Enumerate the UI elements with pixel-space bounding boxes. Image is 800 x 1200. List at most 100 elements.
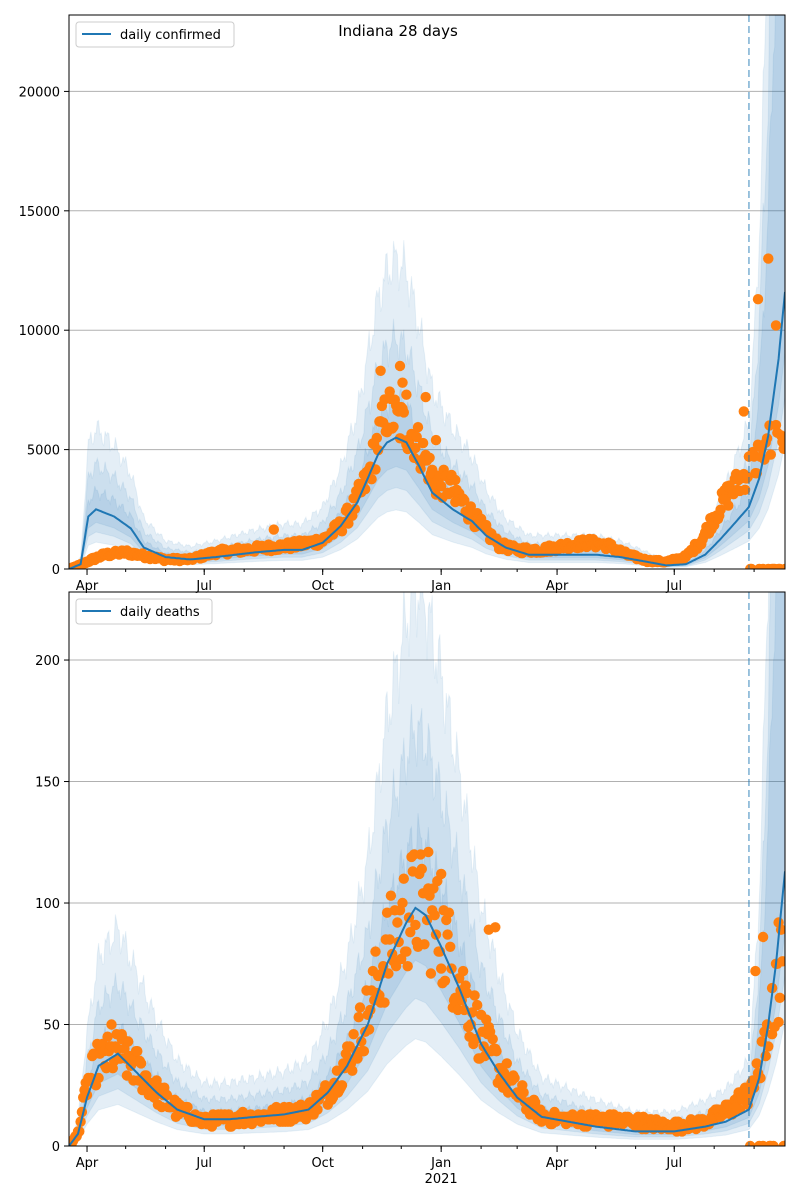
confirmed-legend-label: daily confirmed xyxy=(120,28,221,43)
deaths-observed-point xyxy=(419,939,430,950)
confirmed-x-tick-label: Jan xyxy=(430,579,451,594)
deaths-observed-point xyxy=(405,927,416,938)
confirmed-observed-point xyxy=(397,377,408,388)
deaths-y-axis: 0 50 100 150 200 xyxy=(35,654,69,1155)
confirmed-observed-point xyxy=(778,443,785,454)
deaths-observed-point xyxy=(348,1029,359,1040)
confirmed-axes-frame xyxy=(68,14,786,570)
deaths-observed-point xyxy=(132,1046,143,1057)
confirmed-observed-point xyxy=(763,253,774,264)
confirmed-observed-point xyxy=(723,500,734,511)
deaths-x-tick-label: Jul xyxy=(665,1156,682,1171)
confirmed-observed-point xyxy=(417,437,429,449)
deaths-observed-point xyxy=(347,1065,358,1076)
confirmed-y-tick-label: 5000 xyxy=(27,444,60,459)
deaths-y-tick-label: 200 xyxy=(35,654,60,669)
deaths-observed-point xyxy=(397,897,408,909)
deaths-observed-point xyxy=(750,965,761,977)
deaths-observed-point xyxy=(336,1080,348,1091)
deaths-observed-point xyxy=(354,1002,366,1013)
deaths-observed-point xyxy=(745,1140,756,1146)
deaths-observed-point xyxy=(773,1016,784,1028)
confirmed-observed-point xyxy=(268,524,279,535)
deaths-observed-point xyxy=(443,907,455,918)
deaths-observed-point xyxy=(469,990,480,1001)
confirmed-y-tick-label: 15000 xyxy=(19,205,60,220)
confirmed-gridlines xyxy=(69,90,785,451)
confirmed-observed-point xyxy=(372,445,384,456)
deaths-observed-point xyxy=(774,992,785,1003)
confirmed-observed-point xyxy=(715,504,726,515)
confirmed-observed-point xyxy=(410,442,421,454)
deaths-observed-point xyxy=(436,963,447,974)
deaths-observed-point xyxy=(773,917,784,928)
confirmed-observed-point xyxy=(420,391,431,403)
deaths-x-tick-label: Jul xyxy=(195,1156,212,1171)
deaths-legend-label: daily deaths xyxy=(120,605,200,620)
deaths-band-1 xyxy=(69,592,785,1146)
deaths-model-line xyxy=(69,871,785,1146)
confirmed-observed-point xyxy=(398,407,409,418)
deaths-observed-point xyxy=(743,1089,755,1101)
deaths-x-tick-label: Jan xyxy=(430,1156,451,1171)
deaths-observed-point xyxy=(401,946,412,957)
confirmed-model-line xyxy=(69,291,785,569)
deaths-observed-point xyxy=(768,1140,779,1146)
deaths-observed-points xyxy=(69,846,785,1146)
confirmed-observed-point xyxy=(430,434,442,446)
confirmed-observed-point xyxy=(375,365,386,376)
confirmed-observed-point xyxy=(450,496,461,508)
confirmed-observed-point xyxy=(779,563,785,569)
deaths-observed-point xyxy=(123,1036,134,1047)
deaths-observed-point xyxy=(352,1053,363,1064)
confirmed-observed-point xyxy=(752,294,764,305)
deaths-observed-point xyxy=(370,946,381,957)
deaths-x-tick-label: Apr xyxy=(76,1156,99,1171)
deaths-observed-point xyxy=(390,961,402,972)
confirmed-observed-point xyxy=(388,421,399,432)
deaths-observed-point xyxy=(487,1033,498,1045)
deaths-observed-point xyxy=(457,965,469,977)
confirmed-x-axis: Apr Jul Oct Jan Apr Jul xyxy=(76,569,755,594)
deaths-observed-point xyxy=(353,1012,364,1023)
deaths-observed-point xyxy=(777,956,785,967)
deaths-observed-point xyxy=(779,1140,785,1146)
deaths-x-year-label: 2021 xyxy=(425,1172,458,1187)
deaths-observed-point xyxy=(392,917,403,928)
deaths-y-tick-label: 50 xyxy=(43,1019,60,1034)
confirmed-x-tick-label: Apr xyxy=(76,579,99,594)
confirmed-observed-point xyxy=(459,495,470,506)
confirmed-observed-point xyxy=(371,432,382,444)
confirmed-x-tick-label: Jul xyxy=(665,579,682,594)
deaths-observed-point xyxy=(501,1058,512,1069)
deaths-observed-point xyxy=(106,1019,117,1030)
confirmed-observed-point xyxy=(424,452,435,463)
deaths-observed-point xyxy=(182,1101,193,1113)
deaths-x-tick-label: Apr xyxy=(546,1156,569,1171)
deaths-observed-point xyxy=(429,910,440,921)
deaths-observed-point xyxy=(161,1089,173,1101)
deaths-observed-point xyxy=(518,1087,529,1098)
confirmed-observed-point xyxy=(465,501,476,512)
deaths-x-tick-label: Oct xyxy=(311,1156,333,1171)
figure-title: Indiana 28 days xyxy=(338,22,458,40)
confirmed-observed-point xyxy=(738,406,749,417)
deaths-observed-point xyxy=(472,999,483,1011)
deaths-y-tick-label: 150 xyxy=(35,776,60,791)
deaths-observed-point xyxy=(425,968,437,979)
confirmed-y-tick-label: 10000 xyxy=(19,324,60,339)
deaths-observed-point xyxy=(312,1104,323,1115)
deaths-observed-point xyxy=(116,1029,128,1040)
deaths-observed-point xyxy=(757,931,769,943)
confirmed-observed-point xyxy=(349,503,361,515)
confirmed-y-tick-label: 20000 xyxy=(19,85,60,100)
confirmed-observed-point xyxy=(739,484,751,495)
deaths-axes-frame xyxy=(68,591,786,1147)
confirmed-observed-point xyxy=(450,474,461,486)
confirmed-observed-point xyxy=(343,518,354,529)
deaths-observed-point xyxy=(358,1046,370,1057)
deaths-y-tick-label: 0 xyxy=(52,1140,60,1155)
